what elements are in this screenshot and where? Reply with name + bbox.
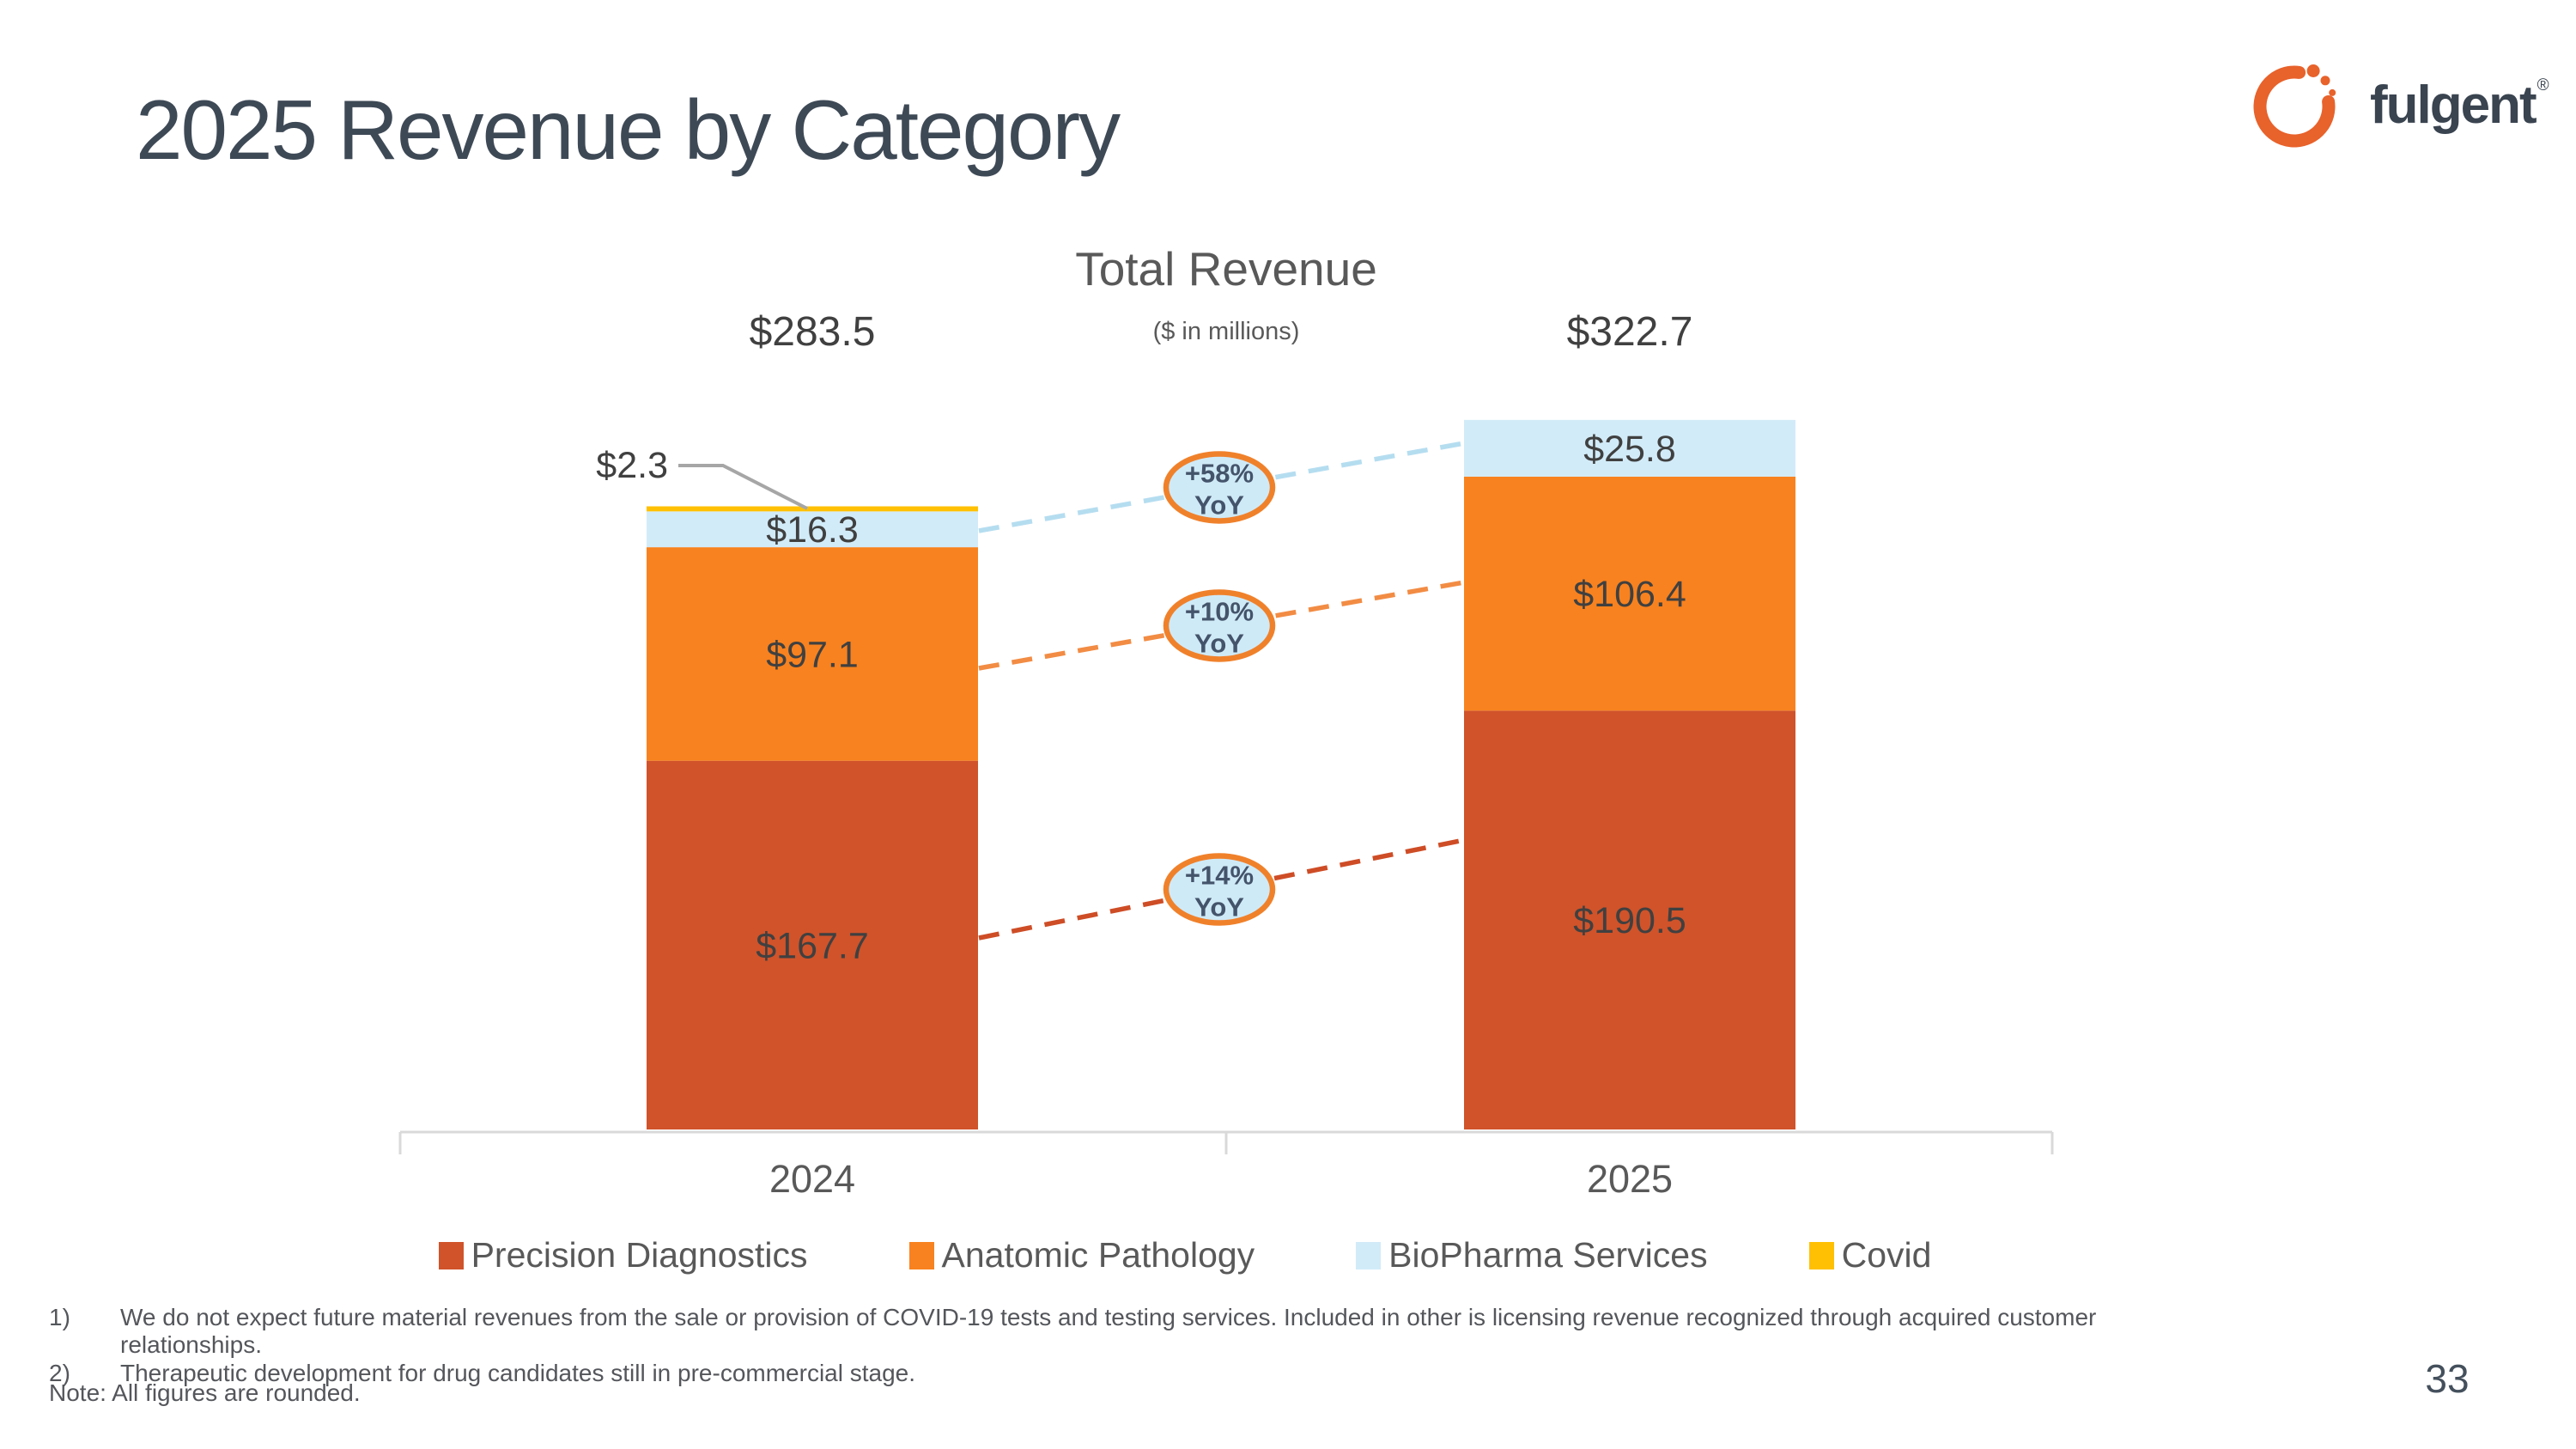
bar-2024-anatomic-pathology-segment xyxy=(647,547,978,761)
logo-dot-icon xyxy=(2306,64,2320,77)
yoy-badge-anatomic-pathology: +10%YoY xyxy=(1163,589,1276,662)
logo-wordmark: fulgent xyxy=(2370,75,2537,135)
category-label-2024: 2024 xyxy=(769,1157,855,1201)
bar-2025-biopharma-services-segment xyxy=(1464,419,1795,477)
segment-label-2025-anatomic-pathology: $106.4 xyxy=(1573,574,1686,615)
legend-swatch-anatomic-pathology xyxy=(908,1241,934,1269)
bar-2025-anatomic-pathology-segment xyxy=(1464,476,1795,711)
footnotes: 1) We do not expect future material reven… xyxy=(49,1304,2196,1388)
bar-2024-precision-diagnostics-segment xyxy=(647,760,978,1129)
chart-subtitle: ($ in millions) xyxy=(1152,318,1300,345)
yoy-badge-oval xyxy=(1163,853,1276,926)
chart-legend: Precision Diagnostics Anatomic Pathology B… xyxy=(0,1235,2370,1275)
segment-label-2024-precision-diagnostics: $167.7 xyxy=(756,925,869,966)
yoy-badge-percent: +14% xyxy=(1185,861,1254,891)
footnote-2: 2) Therapeutic development for drug candi… xyxy=(49,1360,2196,1387)
category-label-2025: 2025 xyxy=(1587,1157,1673,1201)
logo-dot-icon xyxy=(2329,88,2336,96)
yoy-badge-yoy: YoY xyxy=(1194,628,1244,658)
segment-label-2024-biopharma-services: $16.3 xyxy=(766,509,859,551)
logo-dot-icon xyxy=(2320,76,2330,86)
logo-ring-icon xyxy=(2253,65,2336,148)
legend-item-precision-diagnostics: Precision Diagnostics xyxy=(438,1235,808,1275)
segment-label-2024-covid-external: $2.3 xyxy=(596,445,668,486)
yoy-badge-biopharma-services: +58%YoY xyxy=(1163,451,1276,524)
legend-label-anatomic-pathology: Anatomic Pathology xyxy=(941,1235,1255,1275)
legend-swatch-biopharma-services xyxy=(1356,1241,1382,1269)
yoy-badge-percent: +58% xyxy=(1185,458,1254,488)
footnote-text: Therapeutic development for drug candida… xyxy=(120,1360,916,1386)
legend-label-covid: Covid xyxy=(1841,1235,1932,1275)
legend-item-covid: Covid xyxy=(1808,1235,1932,1275)
footnote-number: 2) xyxy=(49,1360,70,1386)
footnote-text: We do not expect future material revenue… xyxy=(120,1304,2097,1358)
legend-swatch-precision-diagnostics xyxy=(438,1241,464,1269)
total-label-2025: $322.7 xyxy=(1567,309,1693,355)
yoy-badge-precision-diagnostics: +14%YoY xyxy=(1163,853,1276,926)
slide-title: 2025 Revenue by Category xyxy=(136,82,1121,177)
registered-trademark-icon: ® xyxy=(2537,76,2549,94)
fulgent-logo-icon xyxy=(2253,64,2336,148)
fulgent-logo: fulgent ® xyxy=(2239,45,2549,165)
legend-item-biopharma-services: BioPharma Services xyxy=(1356,1235,1708,1275)
segment-label-2025-precision-diagnostics: $190.5 xyxy=(1573,900,1686,941)
bar-2025-precision-diagnostics-segment xyxy=(1464,710,1795,1129)
legend-label-precision-diagnostics: Precision Diagnostics xyxy=(471,1235,808,1275)
segment-label-2024-anatomic-pathology: $97.1 xyxy=(766,634,859,675)
covid-leader-line xyxy=(678,464,808,510)
yoy-badge-oval xyxy=(1163,451,1276,524)
page-number: 33 xyxy=(2425,1356,2470,1401)
footnote-number: 1) xyxy=(49,1304,70,1330)
chart-title: Total Revenue xyxy=(1075,242,1377,295)
yoy-badge-yoy: YoY xyxy=(1194,490,1244,520)
legend-item-anatomic-pathology: Anatomic Pathology xyxy=(908,1235,1255,1275)
footnote-1: 1) We do not expect future material reven… xyxy=(49,1304,2196,1359)
segment-label-2025-biopharma-services: $25.8 xyxy=(1583,429,1676,470)
total-label-2024: $283.5 xyxy=(750,309,876,355)
legend-label-biopharma-services: BioPharma Services xyxy=(1388,1235,1708,1275)
yoy-badge-percent: +10% xyxy=(1185,596,1254,626)
bar-2024-biopharma-services-segment xyxy=(647,511,978,548)
bar-2024-covid-segment xyxy=(647,506,978,512)
legend-swatch-covid xyxy=(1808,1241,1834,1269)
yoy-badge-oval xyxy=(1163,589,1276,662)
yoy-badge-yoy: YoY xyxy=(1194,892,1244,922)
rounding-note: Note: All figures are rounded. xyxy=(49,1379,361,1406)
